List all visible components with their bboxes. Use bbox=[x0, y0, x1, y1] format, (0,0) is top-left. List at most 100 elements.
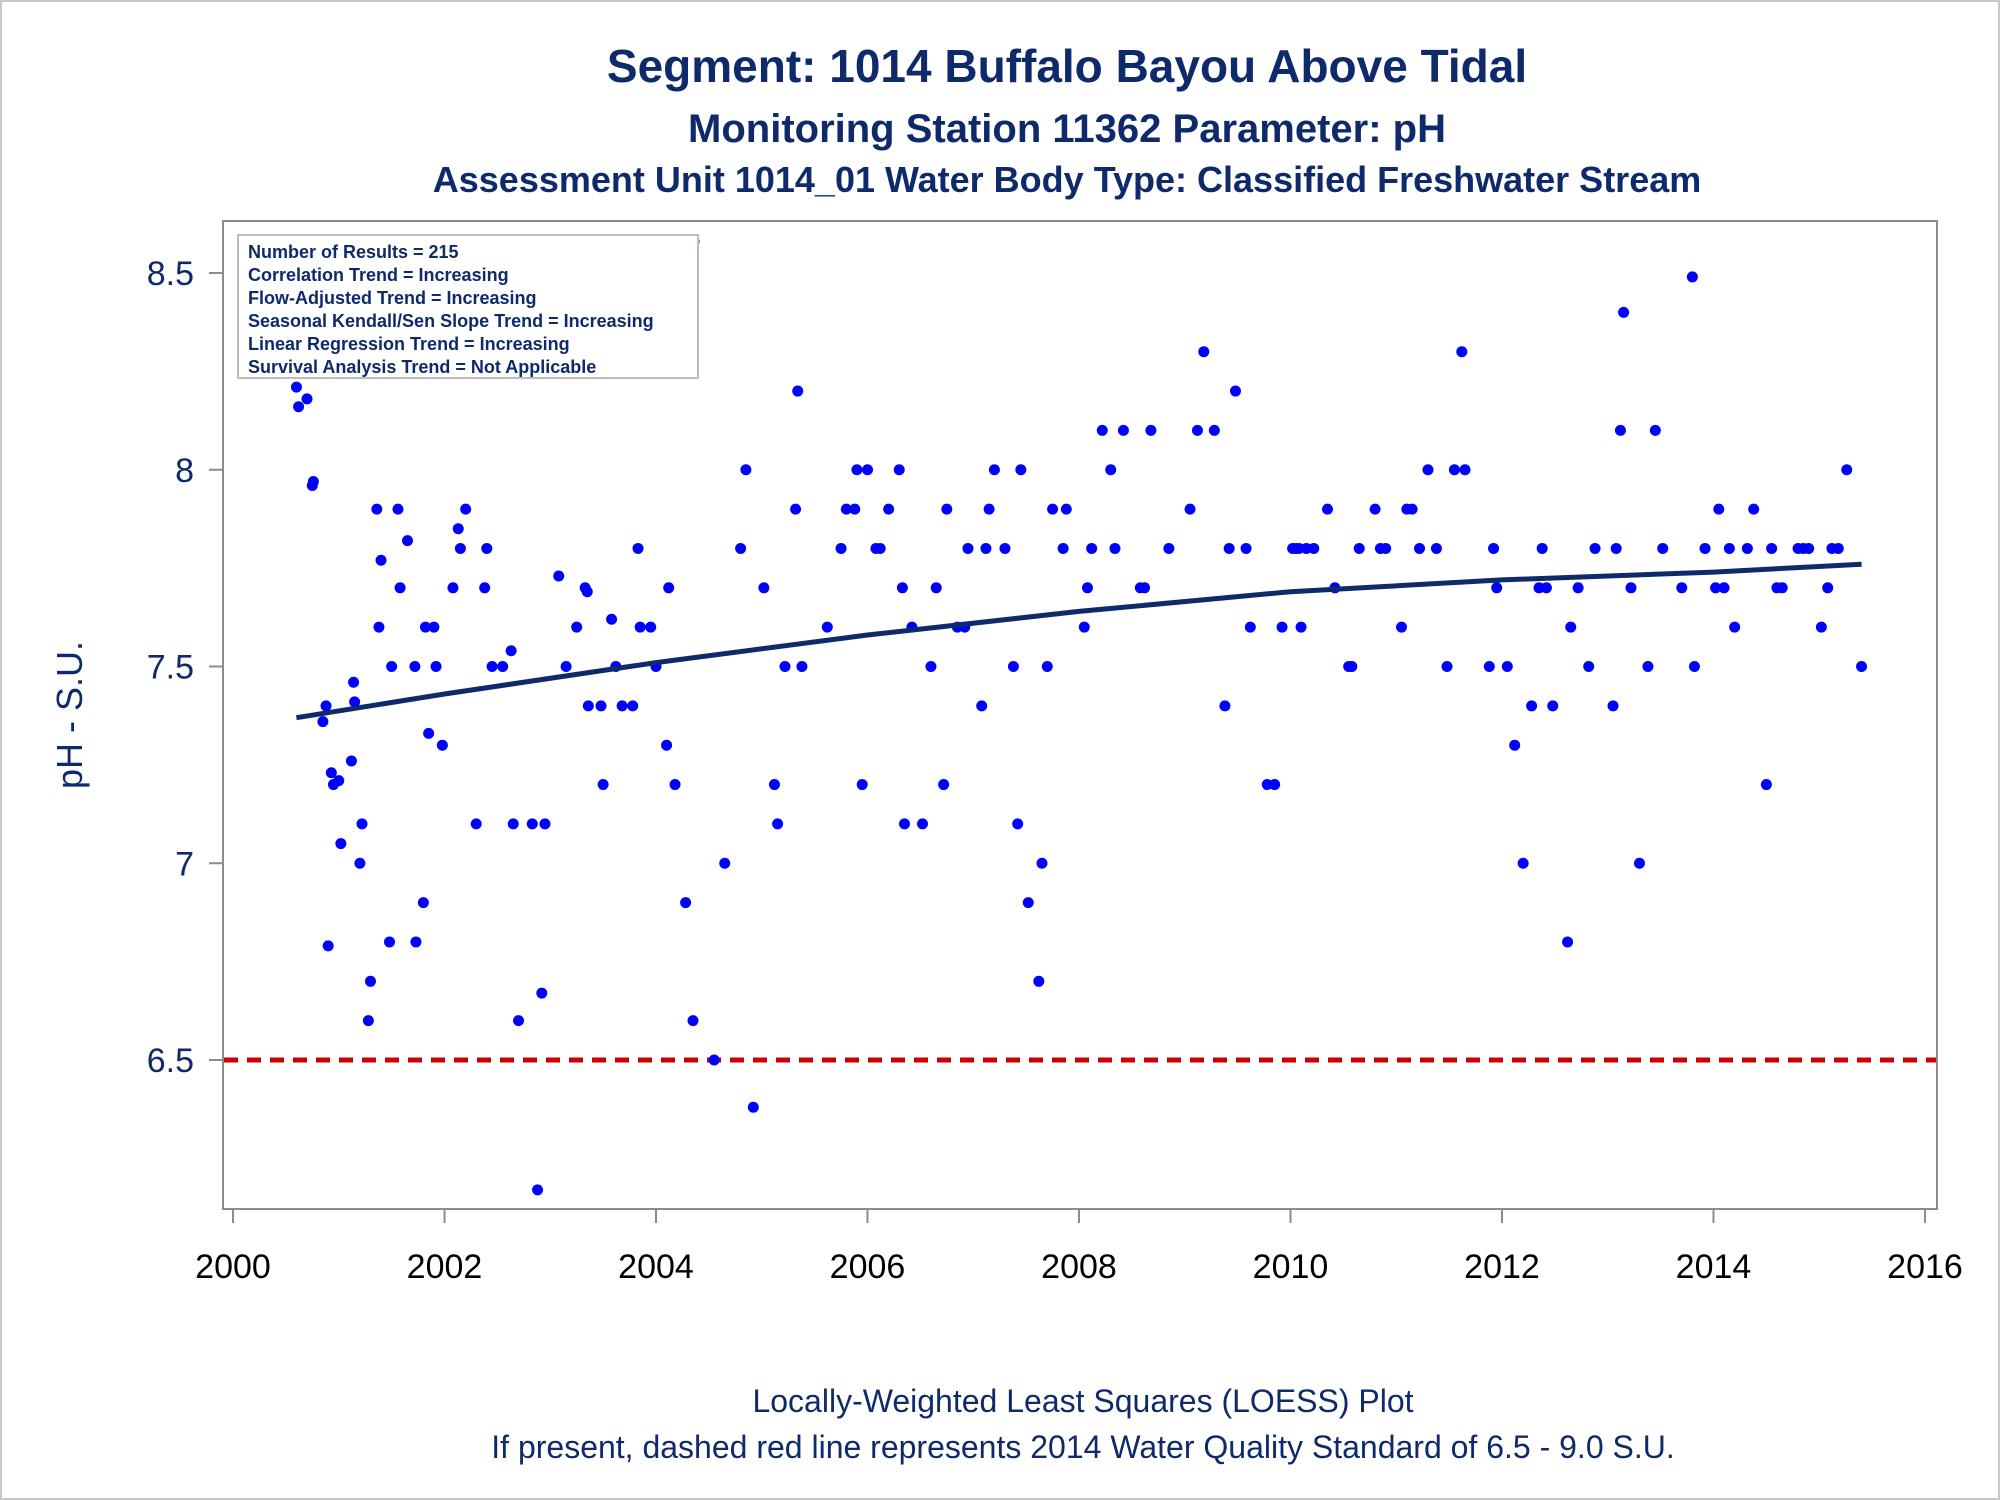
data-point bbox=[835, 542, 847, 554]
data-point bbox=[1230, 385, 1242, 397]
data-point bbox=[1748, 503, 1760, 515]
data-point bbox=[1184, 503, 1196, 515]
chart-subtitle: Monitoring Station 11362 Parameter: pH bbox=[688, 107, 1446, 151]
data-point bbox=[1456, 346, 1468, 358]
data-point bbox=[708, 1054, 720, 1066]
data-point bbox=[1441, 661, 1453, 672]
data-point bbox=[1699, 542, 1711, 554]
data-point bbox=[740, 464, 752, 476]
data-point bbox=[719, 857, 731, 869]
data-point bbox=[1422, 464, 1434, 476]
data-point bbox=[856, 779, 868, 791]
data-point bbox=[1346, 661, 1358, 672]
inset-box-border bbox=[237, 234, 699, 379]
data-point bbox=[938, 779, 950, 791]
data-point bbox=[1841, 464, 1853, 476]
data-point bbox=[1803, 542, 1815, 554]
data-points bbox=[290, 236, 1868, 1196]
data-point bbox=[410, 936, 422, 948]
data-point bbox=[333, 775, 345, 787]
data-point bbox=[481, 542, 493, 554]
data-point bbox=[980, 542, 992, 554]
data-point bbox=[1633, 857, 1645, 869]
data-point bbox=[821, 621, 833, 633]
data-point bbox=[375, 554, 387, 566]
data-point bbox=[1322, 503, 1334, 515]
data-point bbox=[392, 503, 404, 515]
inset-line-correlation: Correlation Trend = Increasing bbox=[248, 265, 509, 285]
inset-line-flow-adjusted: Flow-Adjusted Trend = Increasing bbox=[248, 288, 537, 308]
inset-line-survival-analysis: Survival Analysis Trend = Not Applicable bbox=[248, 357, 596, 377]
y-tick-label: 6.5 bbox=[147, 1042, 194, 1080]
data-point bbox=[1308, 542, 1320, 554]
data-point bbox=[1269, 779, 1281, 791]
data-point bbox=[1572, 582, 1584, 594]
data-point bbox=[1208, 424, 1220, 436]
data-point bbox=[1501, 661, 1513, 672]
data-point bbox=[597, 779, 609, 791]
data-point bbox=[768, 779, 780, 791]
data-point bbox=[1086, 542, 1098, 554]
data-point bbox=[976, 700, 988, 712]
data-point bbox=[497, 661, 509, 672]
data-point bbox=[1614, 424, 1626, 436]
data-point bbox=[632, 542, 644, 554]
data-point bbox=[505, 645, 517, 657]
data-point bbox=[401, 535, 413, 547]
data-point bbox=[532, 1184, 544, 1196]
data-point bbox=[1589, 542, 1601, 554]
data-point bbox=[507, 818, 519, 830]
inset-line-results: Number of Results = 215 bbox=[248, 242, 459, 262]
data-point bbox=[1488, 542, 1500, 554]
data-point bbox=[1015, 464, 1027, 476]
inset-box: Number of Results = 215 Correlation Tren… bbox=[237, 234, 699, 379]
data-point bbox=[356, 818, 368, 830]
data-point bbox=[1610, 542, 1622, 554]
data-point bbox=[417, 897, 429, 909]
data-point bbox=[1414, 542, 1426, 554]
data-point bbox=[1105, 464, 1117, 476]
data-point bbox=[581, 586, 593, 598]
data-point bbox=[1686, 271, 1698, 283]
data-point bbox=[779, 661, 791, 672]
data-point bbox=[1776, 582, 1788, 594]
data-point bbox=[447, 582, 459, 594]
loess-line bbox=[296, 561, 1862, 721]
data-point bbox=[349, 696, 361, 708]
data-point bbox=[796, 661, 808, 672]
data-point bbox=[1729, 621, 1741, 633]
data-point bbox=[925, 661, 937, 672]
data-point bbox=[1583, 661, 1595, 672]
data-point bbox=[423, 727, 435, 739]
data-point bbox=[317, 716, 329, 728]
data-point bbox=[606, 613, 618, 625]
data-point bbox=[430, 661, 442, 672]
data-point bbox=[983, 503, 995, 515]
y-axis: 6.5 7 7.5 8 8.5 bbox=[147, 255, 223, 1080]
data-point bbox=[862, 464, 873, 476]
x-tick-label: 2016 bbox=[1887, 1248, 1963, 1286]
data-point bbox=[526, 818, 538, 830]
data-point bbox=[1081, 582, 1093, 594]
data-point bbox=[354, 857, 366, 869]
data-point bbox=[634, 621, 646, 633]
data-point bbox=[1033, 975, 1045, 987]
data-point bbox=[1676, 582, 1688, 594]
data-point bbox=[1380, 542, 1392, 554]
data-point bbox=[1565, 621, 1577, 633]
data-point bbox=[874, 542, 886, 554]
data-point bbox=[1057, 542, 1069, 554]
data-point bbox=[1060, 503, 1072, 515]
data-point bbox=[362, 1015, 374, 1027]
x-tick-label: 2010 bbox=[1253, 1248, 1329, 1286]
data-point bbox=[1396, 621, 1408, 633]
data-point bbox=[669, 779, 681, 791]
data-point bbox=[1718, 582, 1730, 594]
data-point bbox=[345, 755, 357, 767]
data-point bbox=[840, 503, 852, 515]
data-point bbox=[1012, 818, 1024, 830]
data-point bbox=[301, 393, 313, 405]
data-point bbox=[1163, 542, 1175, 554]
data-point bbox=[335, 838, 347, 850]
data-point bbox=[320, 700, 332, 712]
